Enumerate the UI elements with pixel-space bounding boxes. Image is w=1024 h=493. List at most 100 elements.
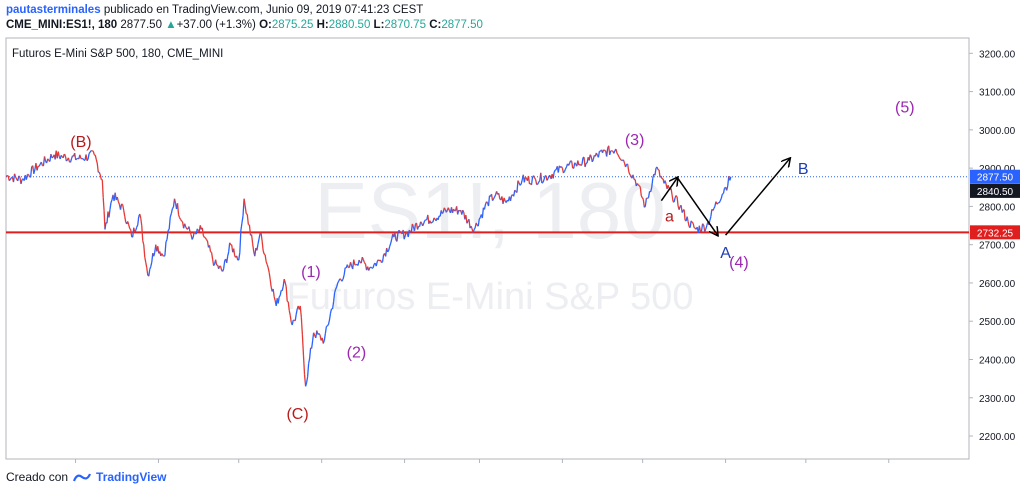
price-segment (94, 155, 97, 160)
price-segment (326, 324, 329, 327)
wave-arrow (725, 159, 790, 236)
price-segment (92, 150, 95, 155)
price-segment (87, 153, 90, 160)
price-segment (63, 153, 66, 156)
price-segment (146, 267, 149, 276)
price-segment (472, 229, 475, 234)
price-segment (394, 232, 397, 241)
price-segment (686, 216, 689, 222)
price-segment (331, 301, 335, 310)
price-segment (191, 236, 194, 240)
price-segment (69, 158, 73, 163)
price-segment (722, 192, 724, 195)
y-axis[interactable]: 2200.00 2300.00 2400.00 2500.00 2600.00 2700.… (969, 49, 1016, 443)
price-segment (246, 214, 250, 225)
price-segment (328, 313, 332, 321)
price-segment (498, 193, 501, 200)
price-segment (477, 218, 480, 227)
price-tag-box (970, 169, 1020, 184)
price-segment (189, 231, 192, 236)
tradingview-logo-icon (73, 473, 92, 482)
price-segment (57, 151, 60, 157)
price-segment (613, 150, 616, 154)
tradingview-link[interactable]: TradingView (96, 470, 167, 484)
price-segment (117, 201, 121, 205)
price-segment (236, 255, 239, 261)
price-segment (430, 221, 433, 224)
price-segment (534, 177, 537, 180)
high-label: H: (316, 19, 329, 31)
price-segment (692, 223, 695, 228)
price-segment (407, 229, 410, 238)
price-segment (142, 240, 145, 245)
price-segment (349, 262, 353, 267)
symbol-label: CME_MINI:ES1!, 180 (6, 19, 118, 31)
price-chart[interactable]: ES1!, 180 Futuros E-Mini S&P 500 Futuros… (0, 0, 1024, 465)
price-segment (353, 259, 356, 265)
wave-label: (3) (625, 132, 645, 149)
price-segment (638, 185, 641, 188)
price-segment (336, 282, 339, 288)
price-segment (709, 216, 712, 221)
price-segment (578, 163, 581, 166)
price-segment (483, 204, 487, 210)
wave-label: A (720, 245, 731, 262)
price-segment (313, 332, 316, 336)
price-change: +37.00 (+1.3%) (176, 19, 256, 31)
reference-lines (6, 176, 969, 234)
price-segment (64, 155, 67, 162)
x-axis[interactable]: OctNovDic2019FebMarAbrMayoJunJulAgo (68, 459, 898, 465)
author-link[interactable]: pautasterminales (6, 4, 101, 16)
price-tag-box (970, 225, 1020, 240)
price-segment (513, 190, 516, 197)
price-segment (493, 194, 497, 198)
price-segment (647, 197, 649, 199)
price-segment (143, 244, 146, 258)
price-segment (617, 154, 620, 158)
price-segment (98, 171, 101, 176)
price-segment (514, 189, 517, 192)
y-tick-label: 2200.00 (979, 432, 1016, 443)
price-segment (389, 242, 392, 247)
price-segment (75, 158, 78, 161)
y-tick-label: 3200.00 (979, 49, 1016, 60)
price-segment (302, 355, 306, 375)
price-segment (248, 224, 252, 236)
price-segment (719, 198, 722, 202)
price-segment (102, 197, 105, 211)
price-segment (420, 221, 423, 224)
price-segment (241, 215, 244, 224)
y-tick-label: 2600.00 (979, 279, 1016, 290)
price-segment (79, 154, 82, 159)
price-segment (329, 308, 333, 314)
price-segment (618, 156, 621, 160)
price-segment (153, 251, 156, 257)
price-segment (40, 161, 44, 166)
price-segment (343, 267, 346, 276)
price-segment (67, 157, 71, 162)
price-segment (486, 201, 488, 204)
price-segment (452, 208, 456, 212)
price-segment (726, 185, 729, 191)
price-segment (287, 301, 290, 311)
y-tick-label: 2800.00 (979, 202, 1016, 213)
price-segment (339, 278, 342, 281)
price-segment (304, 382, 308, 387)
price-segment (691, 221, 694, 224)
price-segment (640, 195, 643, 199)
price-segment (311, 332, 315, 342)
price-segment (43, 156, 47, 162)
price-segment (256, 243, 259, 251)
price-tag-label: 2732.25 (977, 228, 1014, 239)
wave-label: a (665, 209, 674, 226)
price-segment (268, 272, 271, 280)
low-value: 2870.75 (384, 19, 426, 31)
price-segment (162, 255, 165, 257)
price-segment (641, 197, 644, 200)
price-segment (591, 159, 594, 163)
price-segment (324, 326, 328, 334)
price-segment (381, 254, 385, 262)
price-segment (564, 166, 568, 170)
price-segment (307, 358, 311, 364)
price-segment (215, 259, 218, 266)
